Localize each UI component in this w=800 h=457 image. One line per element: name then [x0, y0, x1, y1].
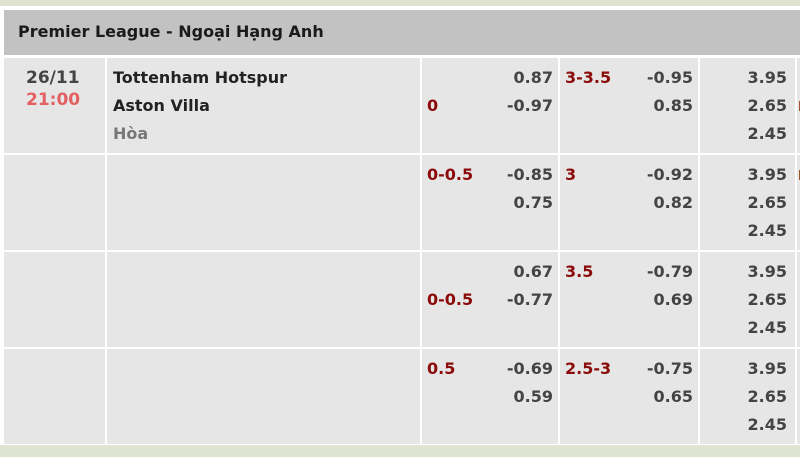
- over-under-line: 2.5-3: [565, 359, 612, 378]
- handicap-away-odds: -0.77: [506, 290, 553, 309]
- handicap-home-odds: -0.69: [506, 359, 553, 378]
- home-win-odds: 3.95: [747, 165, 787, 184]
- match-time: 21:00: [26, 90, 81, 110]
- draw-label: Hòa: [113, 124, 149, 143]
- draw-odds: 2.45: [747, 221, 787, 240]
- away-win-odds: 2.65: [747, 193, 787, 212]
- over-under-cell[interactable]: 3 -0.92 0.82: [560, 155, 698, 250]
- handicap-cell[interactable]: 0 0.87 -0.97: [422, 58, 558, 153]
- 1x2-cell[interactable]: 3.95 2.65 2.45: [700, 155, 795, 250]
- 1x2-cell[interactable]: 3.95 2.65 2.45: [700, 58, 795, 153]
- league-title: Premier League - Ngoại Hạng Anh: [18, 22, 324, 41]
- extra-cell[interactable]: [797, 252, 800, 347]
- over-under-cell[interactable]: 2.5-3 -0.75 0.65: [560, 349, 698, 444]
- teams-cell: Tottenham Hotspur Aston Villa Hòa: [107, 58, 420, 153]
- over-under-line: 3-3.5: [565, 68, 612, 87]
- over-odds: -0.75: [646, 359, 693, 378]
- extra-cell[interactable]: [797, 349, 800, 444]
- handicap-away-odds: -0.97: [506, 96, 553, 115]
- over-odds: -0.79: [646, 262, 693, 281]
- 1x2-cell[interactable]: 3.95 2.65 2.45: [700, 252, 795, 347]
- bottom-border: [0, 445, 800, 457]
- away-win-odds: 2.65: [747, 387, 787, 406]
- league-header[interactable]: Premier League - Ngoại Hạng Anh: [4, 10, 800, 55]
- over-under-cell[interactable]: 3.5 -0.79 0.69: [560, 252, 698, 347]
- over-under-line: 3.5: [565, 262, 594, 281]
- handicap-line: 0: [427, 96, 439, 115]
- handicap-line: 0.5: [427, 359, 456, 378]
- away-win-odds: 2.65: [747, 290, 787, 309]
- away-win-odds: 2.65: [747, 96, 787, 115]
- handicap-home-odds: 0.67: [513, 262, 553, 281]
- draw-odds: 2.45: [747, 124, 787, 143]
- home-win-odds: 3.95: [747, 68, 787, 87]
- home-team: Tottenham Hotspur: [113, 68, 288, 87]
- over-under-line: 3: [565, 165, 577, 184]
- home-win-odds: 3.95: [747, 262, 787, 281]
- handicap-cell[interactable]: 0.5 -0.69 0.59: [422, 349, 558, 444]
- handicap-line: 0-0.5: [427, 290, 474, 309]
- match-date: 26/11: [26, 68, 80, 88]
- teams-cell: [107, 155, 420, 250]
- handicap-away-odds: 0.59: [513, 387, 553, 406]
- handicap-home-odds: -0.85: [506, 165, 553, 184]
- date-cell: 26/11 21:00: [4, 58, 105, 153]
- over-odds: -0.95: [646, 68, 693, 87]
- handicap-cell[interactable]: 0-0.5 -0.85 0.75: [422, 155, 558, 250]
- over-odds: -0.92: [646, 165, 693, 184]
- home-win-odds: 3.95: [747, 359, 787, 378]
- under-odds: 0.69: [653, 290, 693, 309]
- date-cell: [4, 349, 105, 444]
- date-cell: [4, 155, 105, 250]
- draw-odds: 2.45: [747, 415, 787, 434]
- date-cell: [4, 252, 105, 347]
- away-team: Aston Villa: [113, 96, 210, 115]
- 1x2-cell[interactable]: 3.95 2.65 2.45: [700, 349, 795, 444]
- under-odds: 0.85: [653, 96, 693, 115]
- handicap-cell[interactable]: 0-0.5 0.67 -0.77: [422, 252, 558, 347]
- under-odds: 0.82: [653, 193, 693, 212]
- teams-cell: [107, 349, 420, 444]
- handicap-home-odds: 0.87: [513, 68, 553, 87]
- draw-odds: 2.45: [747, 318, 787, 337]
- top-border: [0, 0, 800, 6]
- over-under-cell[interactable]: 3-3.5 -0.95 0.85: [560, 58, 698, 153]
- handicap-away-odds: 0.75: [513, 193, 553, 212]
- teams-cell: [107, 252, 420, 347]
- handicap-line: 0-0.5: [427, 165, 474, 184]
- under-odds: 0.65: [653, 387, 693, 406]
